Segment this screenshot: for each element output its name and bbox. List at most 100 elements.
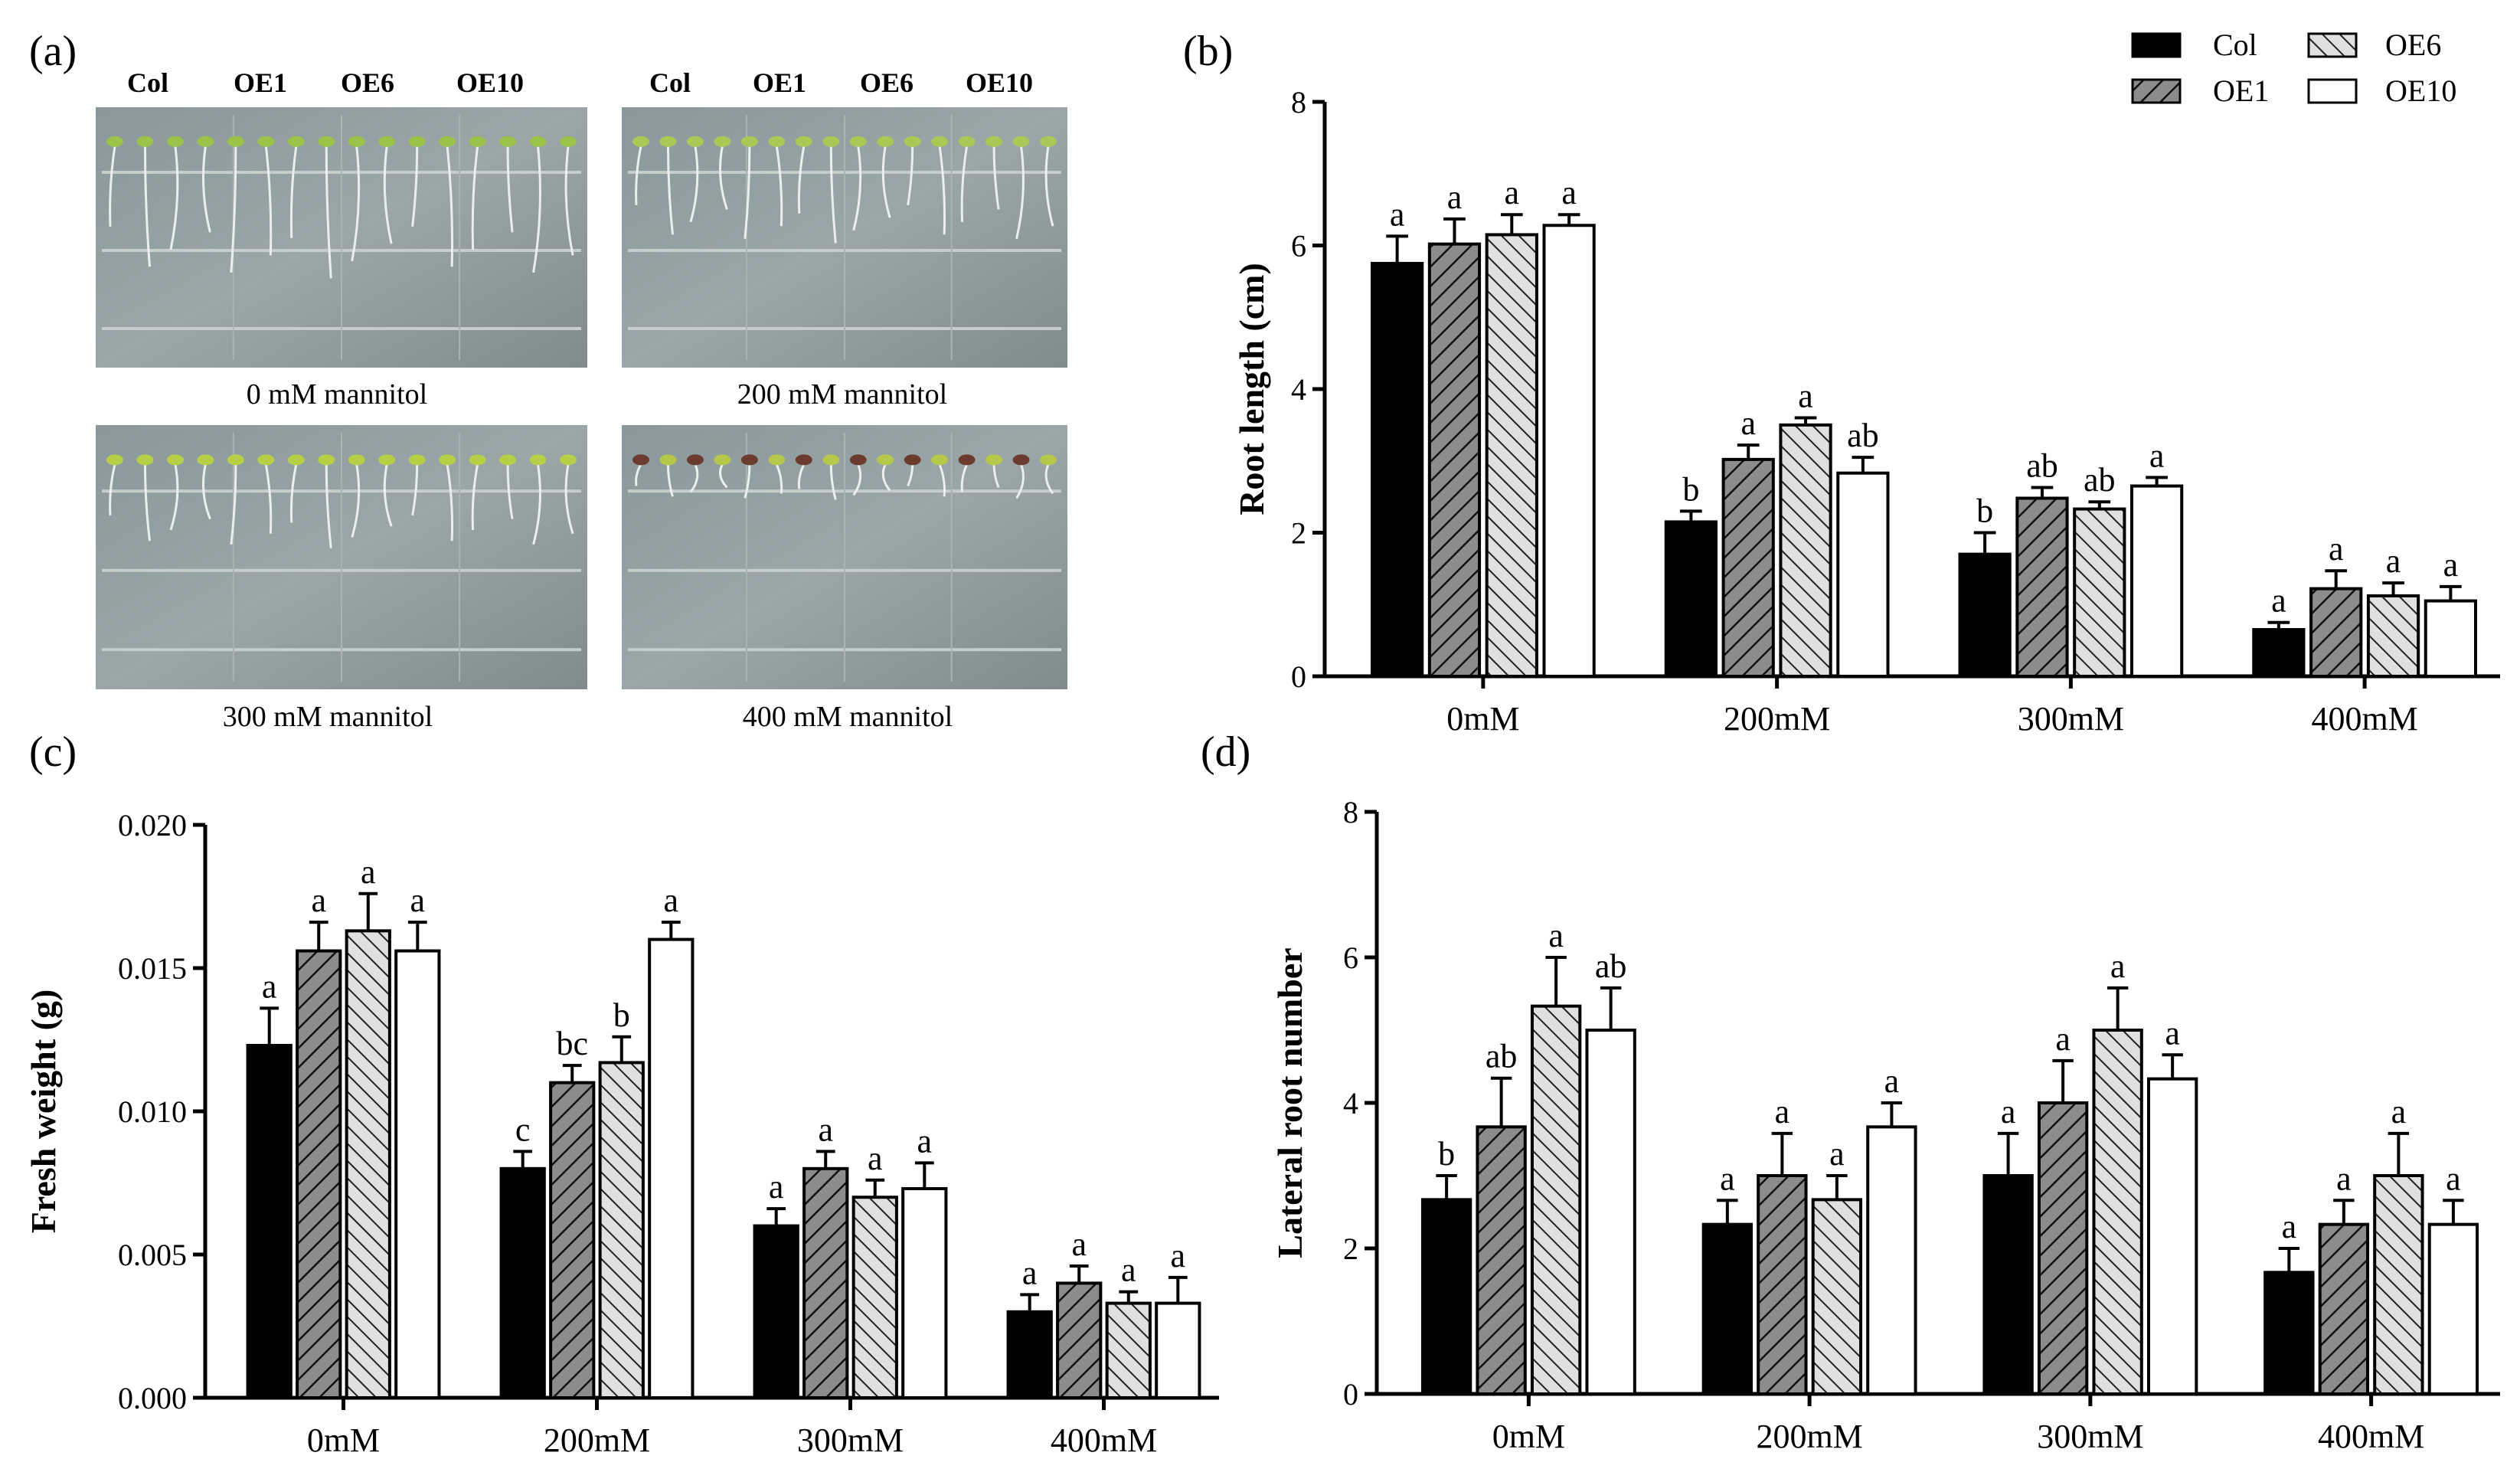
seedling-leaf [849, 136, 867, 147]
seedling-root [938, 463, 946, 497]
panel-letter-a: (a) [29, 28, 77, 75]
seedling-leaf [318, 454, 335, 466]
seedling-leaf [287, 454, 305, 466]
bar-oe10-400mm [2427, 1222, 2479, 1396]
seedling-root [718, 463, 728, 489]
significance-label: a [2329, 530, 2344, 568]
seedling-root [564, 146, 574, 256]
bar-oe6-200mm [1811, 1198, 1863, 1395]
seedling-leaf [287, 136, 305, 147]
photo2-label-oe10: OE10 [966, 67, 1033, 98]
significance-label: a [769, 1168, 784, 1206]
seedling-root [109, 146, 116, 227]
seedling-leaf [795, 136, 812, 147]
seedling-root [446, 464, 454, 541]
bar-oe6-300mm [2092, 1029, 2143, 1395]
bar-col-0mm [1371, 261, 1424, 678]
significance-label: a [262, 967, 277, 1005]
seedling-root [907, 146, 914, 206]
seedling-leaf [166, 136, 184, 147]
x-tick-label: 400mM [2311, 700, 2417, 738]
significance-label: a [410, 882, 426, 919]
seedling-root [351, 464, 361, 538]
bar-oe10-200mm [1836, 471, 1890, 678]
seedling-root [635, 463, 642, 486]
seedling-root [881, 146, 891, 218]
seedling-root [852, 146, 862, 231]
seedling-root [666, 464, 674, 497]
y-axis-title: Root length (cm) [1232, 263, 1271, 515]
significance-label: bc [556, 1025, 588, 1062]
legend-label-oe10: OE10 [2385, 74, 2456, 108]
seedling-leaf [985, 136, 1003, 147]
seedling-leaf [560, 454, 577, 466]
bar-oe10-400mm [1155, 1301, 1201, 1399]
legend-swatch-oe1 [2131, 78, 2182, 104]
seedling-root [143, 146, 151, 267]
x-tick-label: 300mM [797, 1421, 904, 1459]
seedling-root [325, 464, 332, 548]
seedling-root [1015, 146, 1025, 240]
photo-caption-0mm: 0 mM mannitol [247, 378, 427, 411]
seedling-leaf [958, 136, 976, 147]
bar-oe10-0mm [394, 949, 441, 1400]
bar-oe1-0mm [296, 949, 342, 1400]
photo-caption-200mm: 200 mM mannitol [737, 378, 947, 411]
seedling-leaf [822, 454, 840, 466]
seedling-leaf [1040, 454, 1057, 466]
seedling-leaf [257, 136, 275, 147]
seedling-root [289, 464, 298, 523]
legend-label-col: Col [2213, 28, 2257, 62]
significance-label: a [1720, 1160, 1735, 1197]
seedling-root [564, 464, 574, 535]
bar-oe1-300mm [2015, 496, 2069, 678]
significance-label: a [664, 882, 679, 919]
significance-label: a [2336, 1160, 2352, 1197]
bar-oe6-400mm [1105, 1301, 1152, 1399]
seedling-root [506, 464, 514, 519]
bar-col-0mm [246, 1043, 293, 1399]
significance-label: a [1022, 1254, 1038, 1291]
significance-label: c [515, 1111, 531, 1148]
significance-label: a [917, 1122, 933, 1160]
seedling-root [1015, 463, 1025, 499]
bar-oe1-0mm [1427, 242, 1482, 678]
bar-oe10-200mm [648, 937, 695, 1399]
seedling-root [169, 464, 179, 531]
seedling-leaf [904, 454, 921, 466]
significance-label: a [2001, 1093, 2016, 1130]
seedling-root [532, 464, 541, 545]
seedling-root [383, 464, 393, 527]
bar-oe6-400mm [2366, 594, 2420, 678]
seedling-leaf [714, 136, 731, 147]
seedling-leaf [686, 454, 704, 466]
seedling-leaf [439, 454, 456, 466]
seedling-leaf [257, 454, 275, 466]
seedling-leaf [197, 454, 214, 466]
x-tick-label: 300mM [2037, 1418, 2143, 1455]
significance-label: b [613, 996, 630, 1034]
bar-oe1-300mm [2037, 1101, 2089, 1395]
bar-oe6-300mm [851, 1196, 898, 1399]
seedling-root [230, 146, 237, 273]
x-tick-label: 300mM [2018, 700, 2124, 738]
bar-oe10-300mm [2146, 1077, 2198, 1396]
significance-label: a [2386, 542, 2401, 580]
photo1-label-col: Col [127, 67, 168, 98]
bar-col-400mm [1006, 1310, 1053, 1400]
seedling-leaf [348, 136, 365, 147]
seedling-leaf [904, 136, 921, 147]
significance-label: b [1976, 492, 1993, 530]
y-tick-label: 0.010 [118, 1094, 187, 1129]
photo1-label-oe10: OE10 [456, 67, 524, 98]
seedling-root [689, 463, 699, 493]
bar-col-400mm [2263, 1271, 2315, 1395]
bar-oe10-300mm [2130, 484, 2184, 678]
seedling-leaf [560, 136, 577, 147]
seedling-details [102, 115, 1061, 682]
y-tick-label: 0 [1291, 659, 1306, 694]
significance-label: a [2282, 1208, 2297, 1245]
seedling-root [666, 146, 674, 235]
seedling-leaf [348, 454, 365, 466]
photo-caption-400mm: 400 mM mannitol [743, 701, 953, 733]
